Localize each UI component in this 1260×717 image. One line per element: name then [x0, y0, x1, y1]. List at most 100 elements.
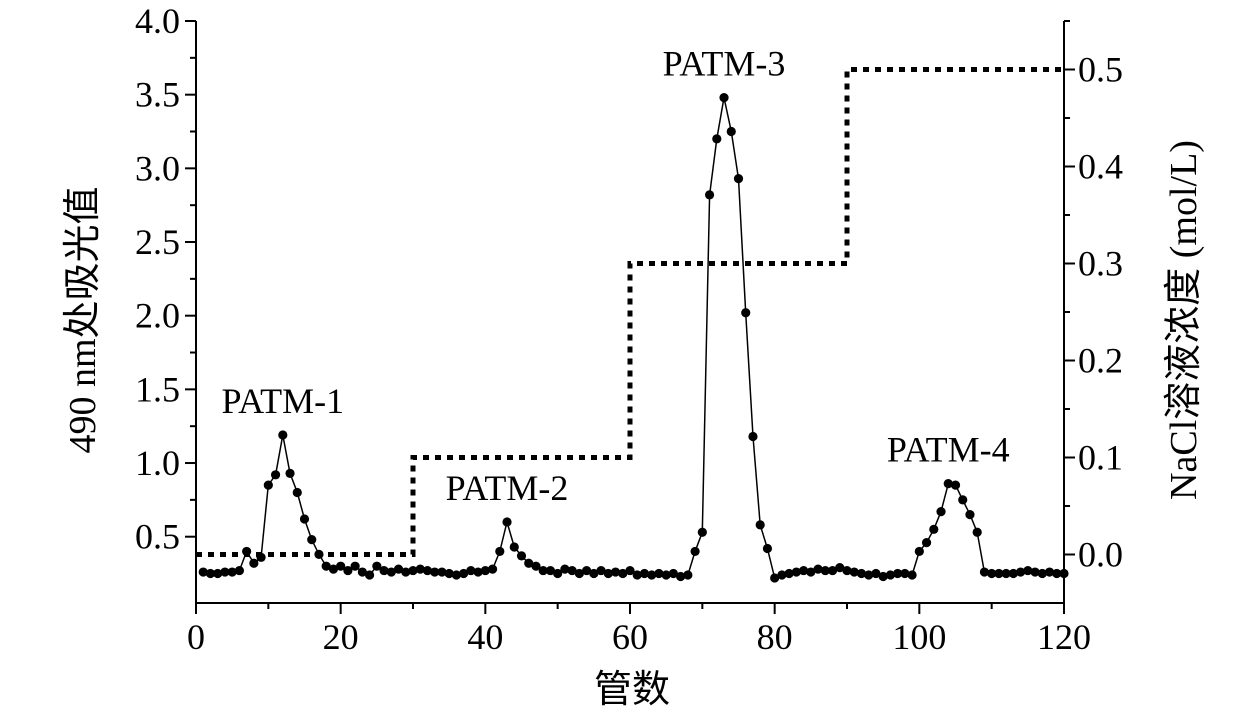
data-point — [806, 567, 816, 577]
data-point — [987, 568, 997, 579]
data-point — [697, 527, 707, 537]
data-point — [1016, 567, 1026, 577]
data-point — [741, 308, 751, 318]
data-point — [958, 495, 968, 505]
data-point — [1030, 567, 1040, 577]
data-point — [907, 570, 917, 580]
data-point — [820, 565, 830, 576]
data-point — [625, 565, 635, 576]
x-tick-label: 40 — [467, 617, 503, 657]
data-point — [878, 571, 888, 582]
data-point — [929, 524, 939, 534]
data-point — [495, 546, 505, 557]
data-point — [437, 567, 447, 577]
data-point — [632, 570, 642, 580]
data-point — [900, 568, 910, 579]
data-point — [336, 561, 346, 571]
data-point — [979, 567, 990, 577]
data-point — [1037, 568, 1047, 579]
ticks — [185, 20, 1075, 614]
data-point — [668, 568, 679, 579]
data-point — [683, 570, 693, 580]
data-point — [263, 480, 273, 490]
data-point — [372, 561, 382, 571]
peak-label: PATM-2 — [446, 468, 569, 508]
data-point — [205, 568, 216, 579]
data-point — [719, 93, 729, 103]
data-point — [777, 570, 787, 580]
data-point — [553, 568, 563, 579]
data-point — [827, 565, 838, 576]
data-point — [314, 549, 324, 559]
data-point — [408, 565, 418, 576]
data-point — [596, 565, 606, 576]
y-left-tick-label: 2.0 — [135, 296, 180, 336]
data-point — [459, 568, 469, 579]
x-tick-label: 100 — [892, 617, 946, 657]
y-left-tick-label: 2.5 — [135, 222, 180, 262]
y-right-tick-label: 0.0 — [1078, 535, 1123, 575]
data-point — [1059, 568, 1069, 579]
data-point — [849, 567, 859, 577]
data-point — [914, 546, 924, 557]
data-point — [357, 567, 367, 577]
data-point — [704, 190, 715, 200]
data-point — [618, 568, 628, 579]
data-point — [712, 134, 722, 144]
data-point — [943, 479, 953, 489]
y-right-tick-label: 0.5 — [1078, 50, 1123, 90]
data-point — [292, 487, 302, 498]
data-point — [726, 126, 736, 137]
data-point — [842, 565, 852, 576]
data-point — [538, 565, 548, 576]
data-point — [647, 570, 657, 580]
data-point — [422, 565, 433, 576]
y-left-tick-label: 3.5 — [135, 75, 180, 115]
x-tick-label: 120 — [1037, 617, 1091, 657]
y-axis-title-left: 490 nm处吸光值 — [62, 186, 104, 453]
data-point — [690, 546, 700, 557]
data-point — [603, 568, 613, 579]
data-point — [748, 431, 758, 442]
data-point — [466, 565, 476, 576]
data-point — [502, 517, 512, 527]
data-point — [328, 564, 339, 574]
data-point — [473, 567, 483, 577]
data-point — [307, 535, 317, 545]
data-point — [242, 546, 252, 557]
data-point — [430, 567, 440, 577]
data-point — [365, 570, 375, 580]
data-point — [791, 567, 801, 577]
y-left-tick-label: 0.5 — [135, 517, 180, 557]
data-point — [965, 509, 975, 520]
absorbance-line — [203, 97, 1064, 580]
x-tick-label: 0 — [187, 617, 205, 657]
data-point — [733, 174, 744, 184]
data-point — [856, 568, 867, 579]
data-point — [921, 537, 932, 548]
data-point — [654, 568, 664, 579]
data-point — [393, 564, 404, 574]
data-point — [610, 567, 621, 577]
peak-label: PATM-1 — [221, 381, 344, 421]
data-point — [885, 570, 896, 580]
data-point — [582, 565, 592, 576]
data-point — [835, 563, 845, 573]
x-tick-label: 60 — [612, 617, 648, 657]
peak-label: PATM-3 — [663, 44, 786, 84]
data-point — [770, 573, 780, 583]
data-point — [799, 565, 809, 576]
data-point — [676, 571, 686, 582]
data-point — [227, 567, 237, 577]
data-point — [871, 568, 881, 579]
data-point — [762, 543, 773, 554]
data-point — [950, 480, 961, 490]
data-point — [813, 564, 823, 574]
absorbance-series — [203, 97, 1064, 580]
data-point — [639, 568, 650, 579]
nacl-gradient-line — [196, 67, 1064, 557]
data-point — [213, 568, 223, 579]
data-point — [1044, 567, 1055, 577]
data-point — [1052, 568, 1062, 579]
y-right-tick-label: 0.1 — [1078, 438, 1123, 478]
